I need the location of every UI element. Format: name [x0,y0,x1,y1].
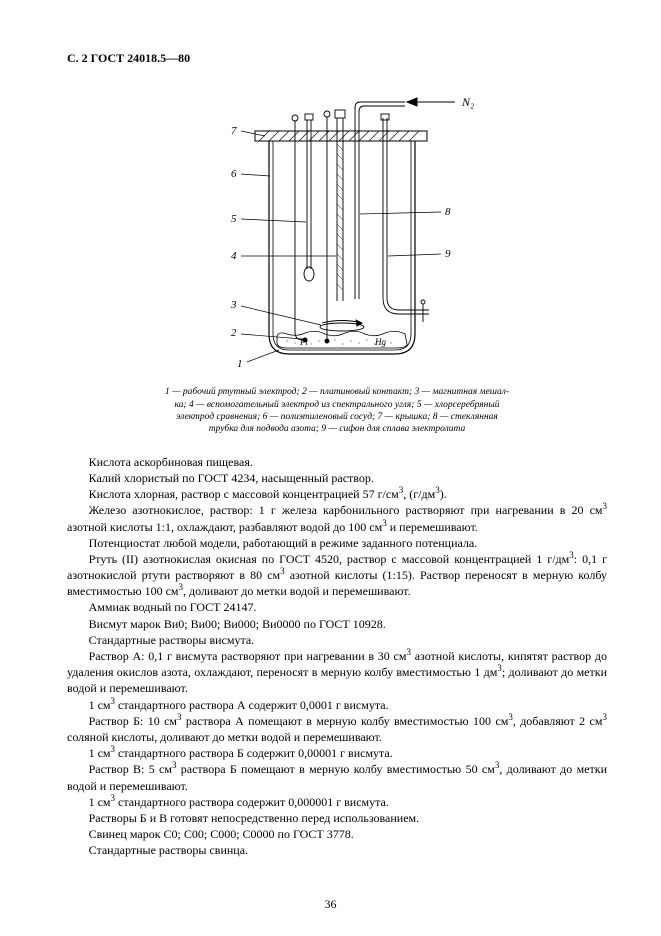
caption-line: ка; 4 — вспомогательный электрод из спек… [174,400,499,410]
para: Стандартные растворы свинца. [67,842,607,858]
para: Свинец марок С0; С00; С000; С0000 по ГОС… [67,826,607,842]
para: Раствор А: 0,1 г висмута растворяют при … [67,648,607,697]
tube-8-n2 [355,102,405,299]
label-3: 3 [230,299,237,311]
page-header: С. 2 ГОСТ 24018.5—80 [67,50,607,66]
para: Висмут марок Ви0; Ви00; Ви000; Ви0000 по… [67,616,607,632]
siphon-9 [381,114,429,322]
label-6: 6 [231,168,237,180]
para: 1 см3 стандартного раствора Б содержит 0… [67,745,607,761]
para: Стандартные растворы висмута. [67,632,607,648]
para: Растворы Б и В готовят непосредственно п… [67,810,607,826]
caption-line: 1 — рабочий ртутный электрод; 2 — платин… [165,387,509,397]
para: Ртуть (II) азотнокислая окисная по ГОСТ … [67,551,607,600]
label-n2: N₂ [461,95,474,109]
electrode-2-pt [324,111,330,343]
label-9: 9 [445,248,451,260]
electrode-1 [292,115,307,342]
body-text: Кислота аскорбиновая пищевая. Калий хлор… [67,454,607,859]
para: Потенциостат любой модели, работающий в … [67,535,607,551]
electrode-4 [335,110,345,301]
mercury-pool [277,331,407,348]
vessel [269,141,415,354]
caption-line: трубка для подвода азота; 9 — сифон для … [209,424,466,434]
para: Раствор В: 5 см3 раствора Б помещают в м… [67,761,607,793]
para: Раствор Б: 10 см3 раствора А помещают в … [67,713,607,745]
label-2: 2 [231,327,237,339]
para: Калий хлористый по ГОСТ 4234, насыщенный… [67,470,607,486]
label-7: 7 [231,125,237,137]
caption-line: электрод сравнения; 6 — полиэтиленовый с… [176,412,498,422]
label-5: 5 [231,213,237,225]
label-pt: Pt [299,337,308,347]
para: Кислота аскорбиновая пищевая. [67,454,607,470]
figure-container: N₂ [67,84,607,378]
para: 1 см3 стандартного раствора А содержит 0… [67,697,607,713]
label-8: 8 [445,206,451,218]
label-4: 4 [231,250,237,262]
lid [255,131,427,141]
para: Аммиак водный по ГОСТ 24147. [67,599,607,615]
figure-caption: 1 — рабочий ртутный электрод; 2 — платин… [127,386,547,435]
page-number: 36 [0,896,661,912]
para: 1 см3 стандартного раствора содержит 0,0… [67,794,607,810]
label-hg: Hg [374,337,386,347]
label-1: 1 [237,358,243,370]
para: Кислота хлорная, раствор с массовой конц… [67,486,607,502]
apparatus-figure: N₂ [187,84,487,374]
para: Железо азотнокислое, раствор: 1 г железа… [67,502,607,534]
